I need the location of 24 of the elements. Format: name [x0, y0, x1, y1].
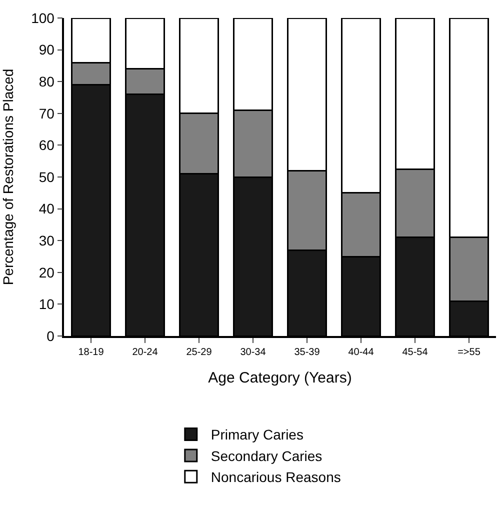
- x-tick-label: 18-19: [78, 346, 104, 358]
- x-tick-label: 35-39: [294, 346, 320, 358]
- y-tick-label: 70: [38, 105, 55, 122]
- x-axis-title: Age Category (Years): [208, 369, 352, 386]
- y-tick-label: 60: [38, 137, 55, 154]
- y-tick-label: 10: [38, 296, 55, 312]
- y-tick-label: 30: [38, 232, 55, 248]
- y-tick-label: 40: [38, 200, 55, 217]
- x-tick-label: =>55: [458, 346, 481, 358]
- x-tick-label: 40-44: [348, 346, 374, 358]
- y-axis-title: Percentage of Restorations Placed: [0, 68, 16, 286]
- y-tick-label: 0: [46, 328, 55, 344]
- y-tick-label: 50: [38, 168, 55, 185]
- x-tick-label: 45-54: [402, 346, 428, 358]
- y-tick-label: 100: [31, 10, 55, 26]
- y-tick-label: 20: [38, 264, 55, 280]
- legend-label: Noncarious Reasons: [210, 469, 341, 486]
- legend-label: Secondary Caries: [210, 448, 322, 464]
- legend-label: Primary Caries: [210, 426, 304, 443]
- x-tick-label: 20-24: [132, 346, 158, 358]
- x-tick-label: 25-29: [186, 346, 212, 358]
- x-tick-label: 30-34: [240, 346, 266, 358]
- y-tick-label: 80: [38, 74, 55, 90]
- y-tick-label: 90: [38, 42, 55, 58]
